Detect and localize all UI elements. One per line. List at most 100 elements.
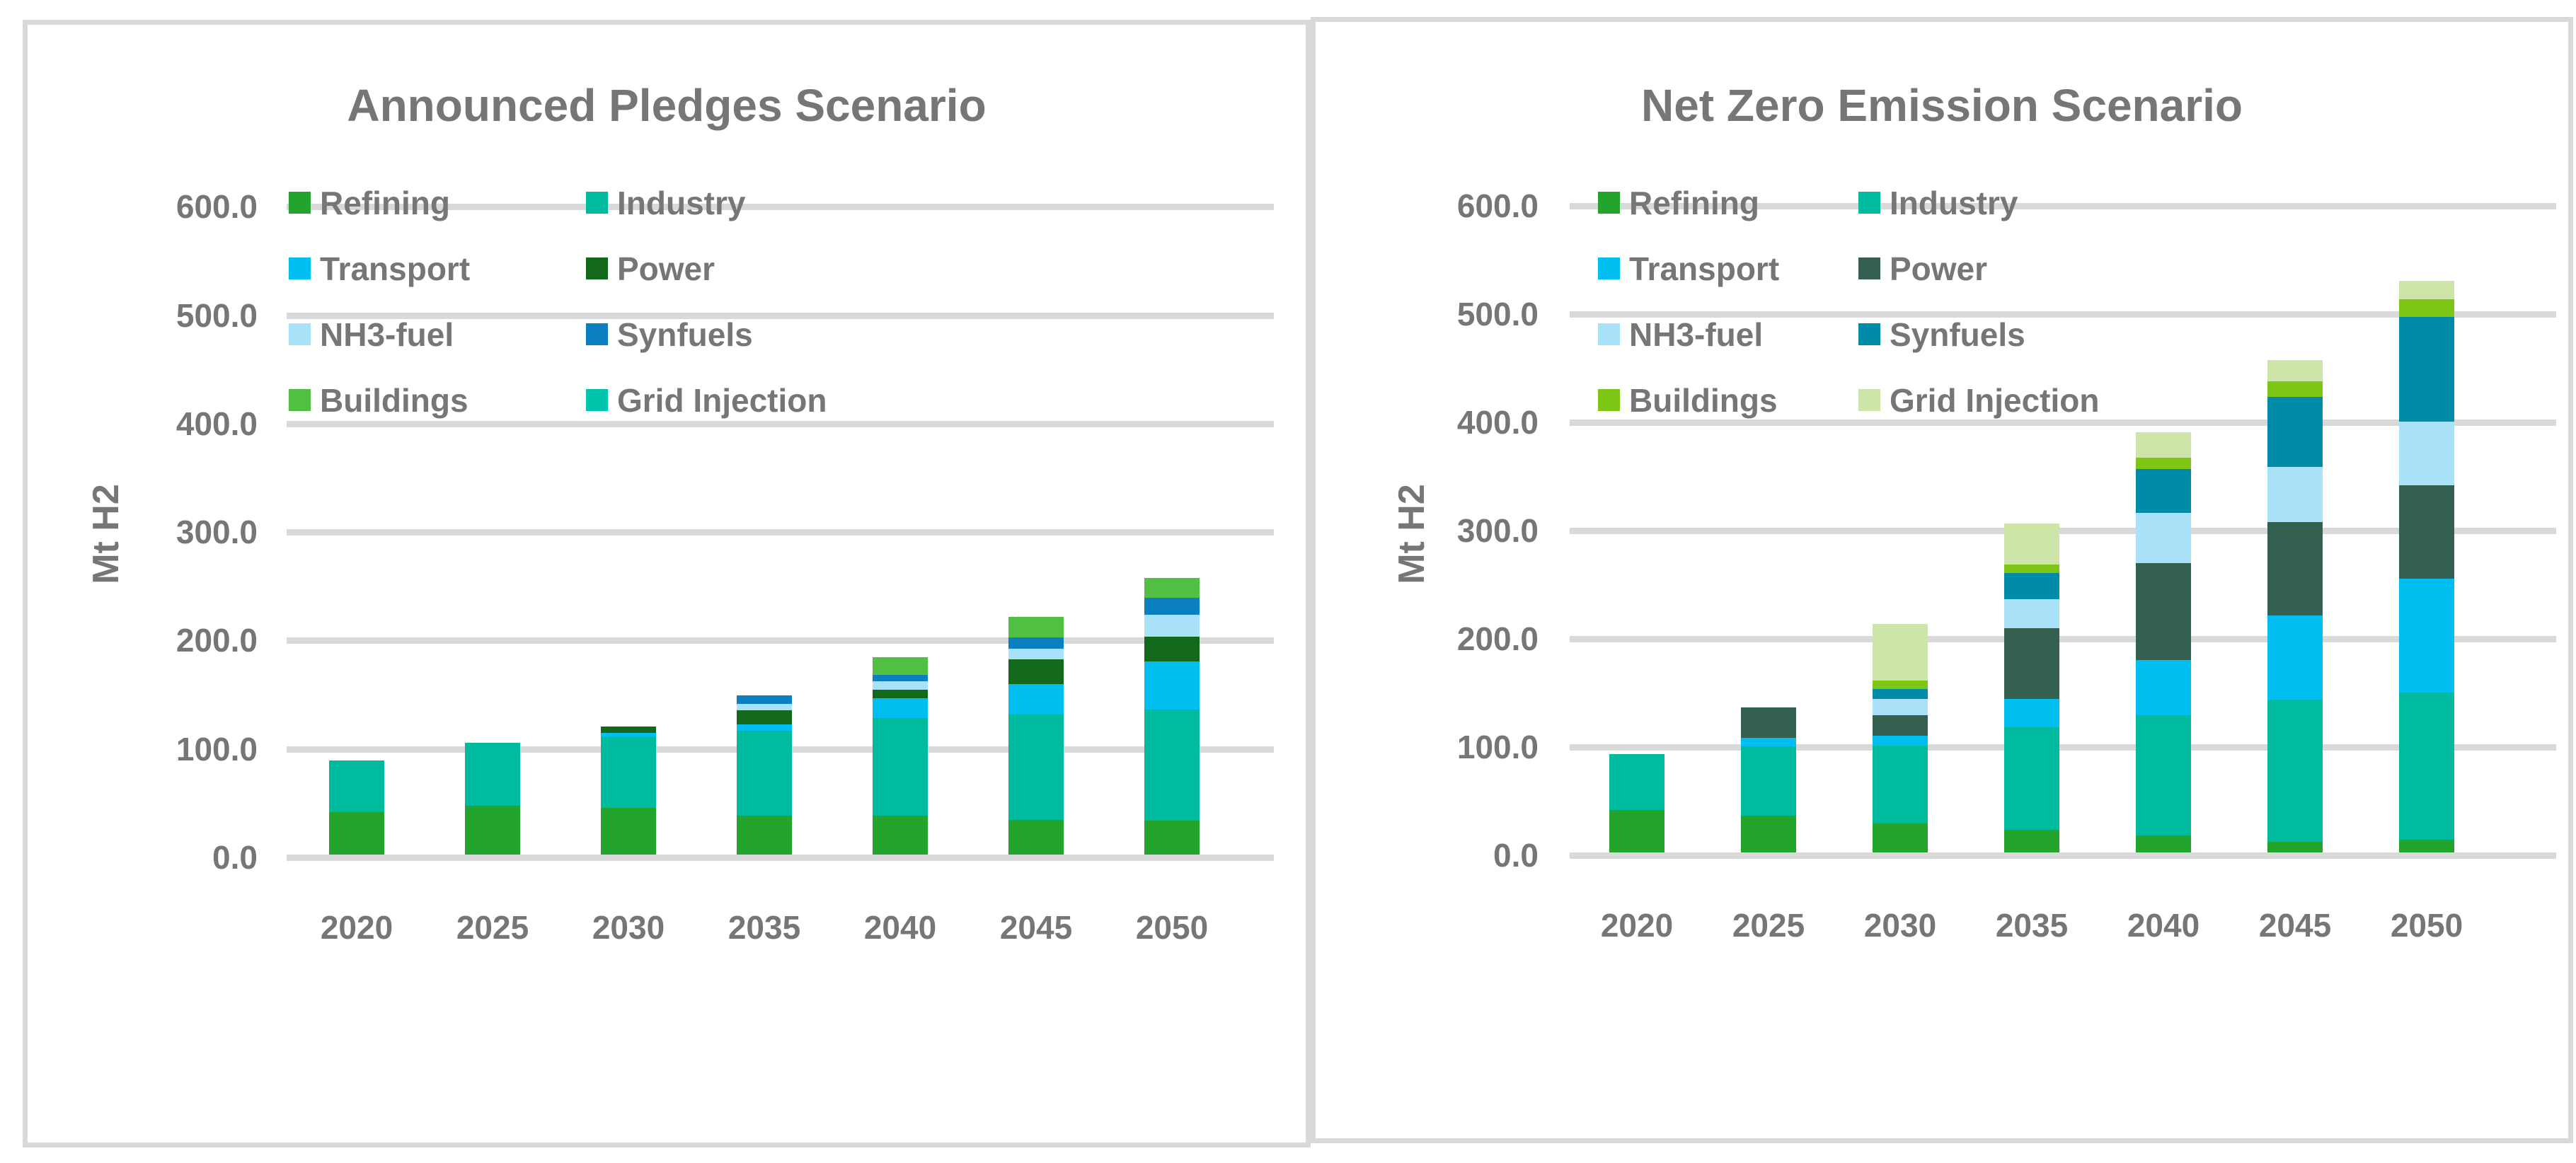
bar-2035-industry [737,731,792,816]
bar-2050-refining [2399,839,2454,852]
legend-swatch-power [586,258,608,279]
bar-2045-power [2267,522,2323,615]
legend-label-refining: Refining [1629,185,1759,221]
bar-2030-refining [1873,823,1928,852]
bar-2050-refining [1144,821,1200,855]
bar-2035-industry [2004,727,2059,830]
bar-2050-power [1144,636,1200,662]
y-tick-100.0: 100.0 [176,730,258,768]
x-tick-2030: 2030 [1863,907,1937,944]
bar-2040-synfuels [873,674,928,681]
x-tick-2025: 2025 [456,909,529,946]
gridline-300.0 [1570,528,2556,534]
legend-swatch-industry [586,192,608,214]
x-tick-2045: 2045 [999,909,1073,946]
bar-2045-nh3-fuel [2267,467,2323,523]
legend-swatch-nh3-fuel [289,323,311,345]
bar-2025-industry [1741,746,1796,816]
gridline-100.0 [1570,744,2556,751]
legend-swatch-power [1858,258,1880,279]
legend-label-grid-injection: Grid Injection [617,382,827,419]
x-tick-2020: 2020 [320,909,393,946]
legend-swatch-refining [289,192,311,214]
bar-2040-power [873,689,928,699]
legend-label-buildings: Buildings [320,382,468,419]
bar-2045-synfuels [2267,396,2323,468]
bar-2025-industry [465,743,520,806]
bar-2035-nh3-fuel [737,703,792,711]
legend-swatch-buildings [289,389,311,411]
legend-swatch-transport [1598,258,1620,279]
bar-2030-nh3-fuel [1873,698,1928,715]
gridline-200.0 [1570,636,2556,642]
bar-2035-refining [2004,829,2059,852]
bar-2040-grid-injection [2136,432,2191,458]
bar-2030-power [1873,714,1928,736]
bar-2045-refining [1008,819,1064,855]
y-tick-400.0: 400.0 [1456,404,1539,441]
legend-label-synfuels: Synfuels [1890,316,2025,353]
bar-2035-transport [737,724,792,731]
y-tick-400.0: 400.0 [176,405,258,442]
gridline-600.0 [1570,203,2556,209]
legend-label-transport: Transport [320,250,471,287]
bar-2035-buildings [2004,565,2059,574]
legend-label-refining: Refining [320,185,450,221]
y-tick-0.0: 0.0 [1493,837,1539,874]
bar-2030-synfuels [1873,688,1928,699]
legend-label-buildings: Buildings [1629,382,1778,419]
bar-2050-synfuels [1144,597,1200,615]
legend-label-power: Power [1890,250,1988,287]
y-tick-100.0: 100.0 [1456,729,1539,765]
bar-2025-power [1741,707,1796,738]
bar-2035-power [2004,628,2059,699]
bar-2040-transport [2136,659,2191,715]
bar-2040-refining [2136,835,2191,852]
bar-2035-power [737,710,792,725]
bar-2040-buildings [2136,457,2191,470]
legend-label-transport: Transport [1629,250,1780,287]
legend-label-industry: Industry [617,185,746,221]
bar-2020-refining [329,812,384,855]
y-tick-600.0: 600.0 [1456,187,1539,224]
gridline-300.0 [287,529,1274,536]
y-tick-200.0: 200.0 [1456,620,1539,657]
gridline-400.0 [1570,420,2556,426]
x-tick-2035: 2035 [728,909,801,946]
bar-2040-transport [873,698,928,718]
bar-2030-industry [1873,745,1928,823]
legend-label-grid-injection: Grid Injection [1890,382,2100,419]
bar-2040-industry [2136,714,2191,835]
x-tick-2040: 2040 [863,909,937,946]
bar-2040-refining [873,815,928,855]
gridline-200.0 [287,637,1274,644]
legend-swatch-refining [1598,192,1620,214]
bar-2040-industry [873,717,928,816]
bar-2030-transport [601,733,656,738]
x-tick-2050: 2050 [1135,909,1209,946]
bar-2050-industry [1144,709,1200,821]
bar-2030-industry [601,737,656,809]
bar-2045-buildings [2267,381,2323,397]
bar-2040-power [2136,563,2191,660]
bar-2050-transport [2399,578,2454,693]
bar-2045-industry [1008,714,1064,820]
legend-swatch-synfuels [586,323,608,345]
gridline-400.0 [287,420,1274,427]
bar-2035-refining [737,815,792,855]
bar-2030-power [601,727,656,734]
bar-2020-refining [1609,810,1664,852]
bar-2020-industry [1609,753,1664,811]
bar-2045-refining [2267,841,2323,852]
legend-label-synfuels: Synfuels [617,316,753,353]
y-tick-600.0: 600.0 [176,188,258,226]
bar-2050-industry [2399,692,2454,840]
bar-2045-transport [2267,615,2323,700]
bar-2050-buildings [1144,578,1200,598]
bar-2025-transport [1741,737,1796,747]
bar-2050-nh3-fuel [1144,615,1200,637]
bar-2035-nh3-fuel [2004,598,2059,629]
legend-swatch-transport [289,258,311,279]
gridline-500.0 [287,312,1274,319]
